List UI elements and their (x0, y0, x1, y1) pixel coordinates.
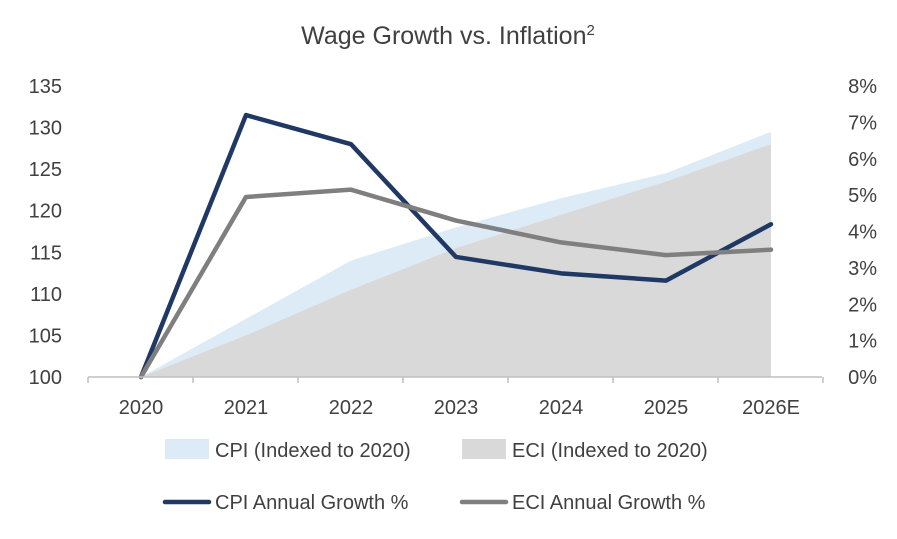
legend-swatch-eci-indexed-to-2020 (462, 439, 506, 459)
plot-lines (138, 112, 774, 380)
legend-label-eci-indexed-to-2020: ECI (Indexed to 2020) (512, 440, 708, 462)
y-right-tick-label: 8% (848, 76, 877, 98)
y-right-tick-label: 6% (848, 149, 877, 171)
x-tick-label: 2026E (742, 397, 800, 419)
y-left-tick-label: 105 (29, 325, 62, 347)
y-left-tick-label: 125 (29, 159, 62, 181)
y-left-axis-labels: 100 105 110 115 120 125 130 135 (29, 76, 62, 389)
legend-label-cpi-indexed-to-2020: CPI (Indexed to 2020) (215, 440, 411, 462)
legend-swatch-cpi-indexed-to-2020 (165, 439, 209, 459)
x-tick-label: 2025 (644, 397, 689, 419)
legend: CPI (Indexed to 2020) ECI (Indexed to 202… (162, 439, 708, 514)
chart-title: Wage Growth vs. Inflation2 (301, 22, 595, 50)
line-eci-annual-growth (138, 187, 774, 380)
y-right-tick-label: 2% (848, 294, 877, 316)
x-tick-label: 2021 (224, 397, 269, 419)
y-left-tick-label: 110 (30, 284, 62, 306)
y-left-tick-label: 115 (30, 242, 62, 264)
x-axis-labels: 2020 2021 2022 2023 2024 2025 2026E (119, 397, 800, 419)
x-tick-label: 2020 (119, 397, 164, 419)
y-right-tick-label: 1% (848, 331, 877, 353)
x-axis-ticks (87, 377, 824, 383)
x-tick-label: 2022 (329, 397, 374, 419)
y-left-tick-label: 130 (29, 118, 62, 140)
y-right-tick-label: 5% (848, 185, 877, 207)
y-left-tick-label: 120 (29, 201, 62, 223)
y-right-tick-label: 7% (848, 112, 877, 134)
y-left-tick-label: 135 (29, 76, 62, 98)
y-left-tick-label: 100 (29, 367, 62, 389)
chart-title-text: Wage Growth vs. Inflation (301, 22, 586, 50)
legend-label-cpi-annual-growth: CPI Annual Growth % (215, 492, 409, 514)
y-right-axis-labels: 0% 1% 2% 3% 4% 5% 6% 7% 8% (848, 76, 877, 389)
y-right-tick-label: 3% (848, 258, 877, 280)
line-cpi-annual-growth (138, 112, 774, 380)
chart-title-superscript: 2 (586, 22, 594, 39)
y-right-tick-label: 4% (848, 222, 877, 244)
legend-label-eci-annual-growth: ECI Annual Growth % (512, 492, 706, 514)
x-tick-label: 2024 (539, 397, 584, 419)
y-right-tick-label: 0% (848, 367, 877, 389)
x-tick-label: 2023 (434, 397, 479, 419)
area-eci-indexed-to-2020 (141, 144, 771, 377)
